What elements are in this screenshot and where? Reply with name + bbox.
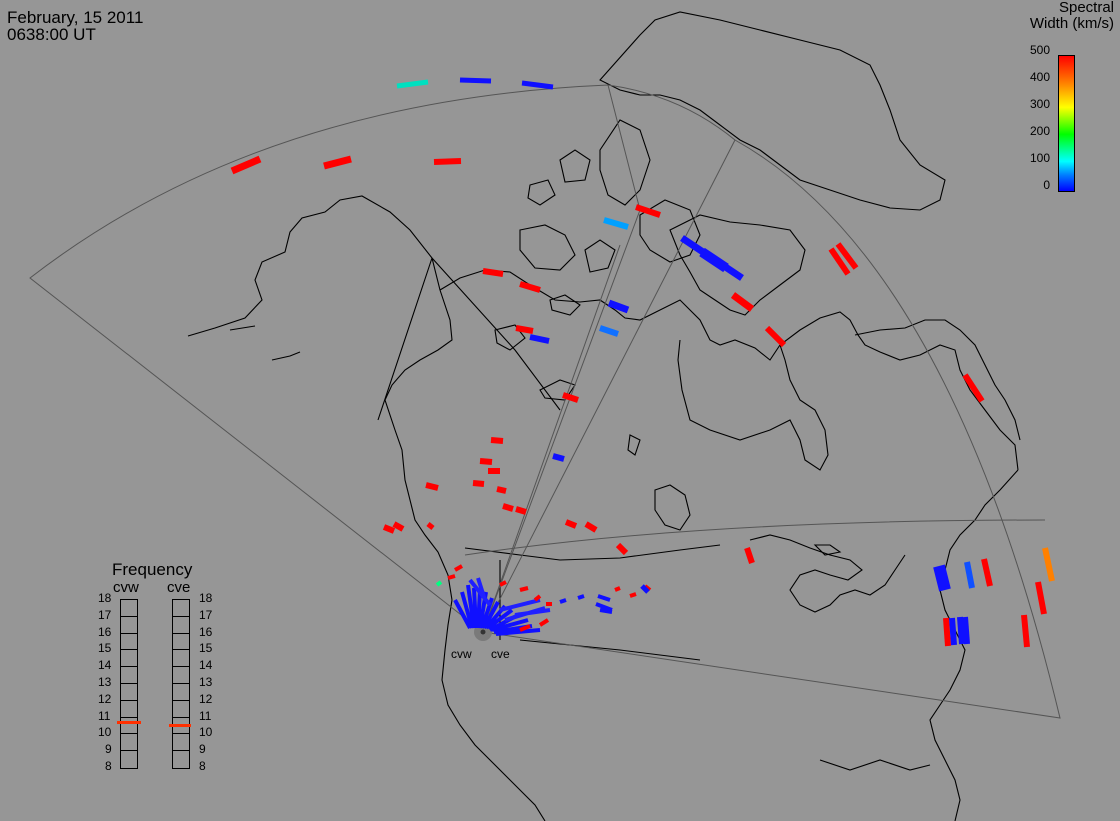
frequency-title: Frequency bbox=[112, 560, 193, 579]
frequency-tick-right: 13 bbox=[199, 675, 213, 689]
cve-fov bbox=[482, 139, 1061, 719]
cvw-fov bbox=[29, 84, 641, 633]
us-west-coast bbox=[441, 599, 546, 821]
frequency-marker-cve bbox=[169, 724, 191, 727]
alaska-canada-border bbox=[377, 257, 433, 421]
colorbar-tick-0: 0 bbox=[1043, 178, 1050, 192]
frequency-label-cve: cve bbox=[167, 579, 191, 596]
yukon-border bbox=[431, 257, 561, 411]
frequency-tick-right: 18 bbox=[199, 591, 213, 605]
frequency-tick-left: 10 bbox=[98, 725, 112, 740]
frequency-tick-right: 9 bbox=[199, 742, 206, 757]
frequency-column-cve bbox=[172, 599, 190, 769]
labrador bbox=[854, 319, 1021, 441]
frequency-label-cvw: cvw bbox=[113, 579, 139, 596]
colorbar-tick-500: 500 bbox=[1029, 43, 1050, 57]
alaska-coast bbox=[187, 195, 453, 601]
frequency-tick-left: 12 bbox=[98, 691, 112, 706]
frequency-tick-right: 8 bbox=[199, 759, 206, 773]
frequency-tick-left: 17 bbox=[98, 607, 112, 622]
hudson-bay bbox=[677, 339, 829, 471]
frequency-tick-right: 12 bbox=[199, 691, 213, 706]
us-canada-border bbox=[464, 544, 721, 561]
baffin-island bbox=[669, 214, 806, 316]
frequency-tick-left: 8 bbox=[105, 759, 112, 773]
scatter-near-field bbox=[435, 564, 652, 636]
colorbar-title-line1: Spectral bbox=[1058, 0, 1114, 16]
frequency-tick-right: 10 bbox=[199, 725, 213, 740]
frequency-tick-right: 11 bbox=[199, 708, 212, 723]
coastlines bbox=[187, 11, 1021, 821]
colorbar-title: Spectral Width (km/s) bbox=[1030, 0, 1114, 32]
colorbar-tick-300: 300 bbox=[1029, 97, 1050, 111]
radar-label-cvw: cvw bbox=[451, 647, 472, 661]
us-east-coast bbox=[929, 469, 1019, 821]
frequency-tick-left: 14 bbox=[98, 658, 112, 673]
colorbar-title-line2: Width (km/s) bbox=[1029, 15, 1114, 32]
colorbar-tick-400: 400 bbox=[1029, 70, 1050, 84]
greenland bbox=[599, 11, 946, 211]
frequency-marker-cvw bbox=[117, 720, 141, 724]
great-lakes bbox=[749, 534, 906, 613]
frequency-tick-left: 13 bbox=[98, 675, 112, 689]
time-text: 0638:00 UT bbox=[7, 25, 96, 44]
frequency-tick-left: 9 bbox=[105, 742, 112, 757]
date-text: February, 15 2011 bbox=[7, 8, 144, 27]
frequency-tick-right: 15 bbox=[199, 641, 213, 656]
timestamp: February, 15 2011 0638:00 UT bbox=[7, 9, 143, 43]
frequency-tick-right: 17 bbox=[199, 607, 213, 622]
frequency-tick-left: 16 bbox=[98, 624, 112, 639]
scatter-far-field bbox=[230, 77, 1055, 648]
frequency-tick-left: 18 bbox=[98, 591, 112, 605]
frequency-tick-left: 11 bbox=[98, 708, 111, 723]
frequency-tick-right: 16 bbox=[199, 624, 213, 639]
frequency-tick-left: 15 bbox=[98, 641, 112, 656]
radar-label-cve: cve bbox=[491, 647, 510, 661]
colorbar bbox=[1058, 55, 1075, 192]
borders bbox=[377, 257, 721, 661]
canada-north-coast bbox=[439, 269, 1019, 471]
frequency-tick-right: 14 bbox=[199, 658, 213, 673]
colorbar-tick-100: 100 bbox=[1029, 151, 1050, 165]
colorbar-tick-200: 200 bbox=[1029, 124, 1050, 138]
frequency-column-cvw bbox=[120, 599, 138, 769]
